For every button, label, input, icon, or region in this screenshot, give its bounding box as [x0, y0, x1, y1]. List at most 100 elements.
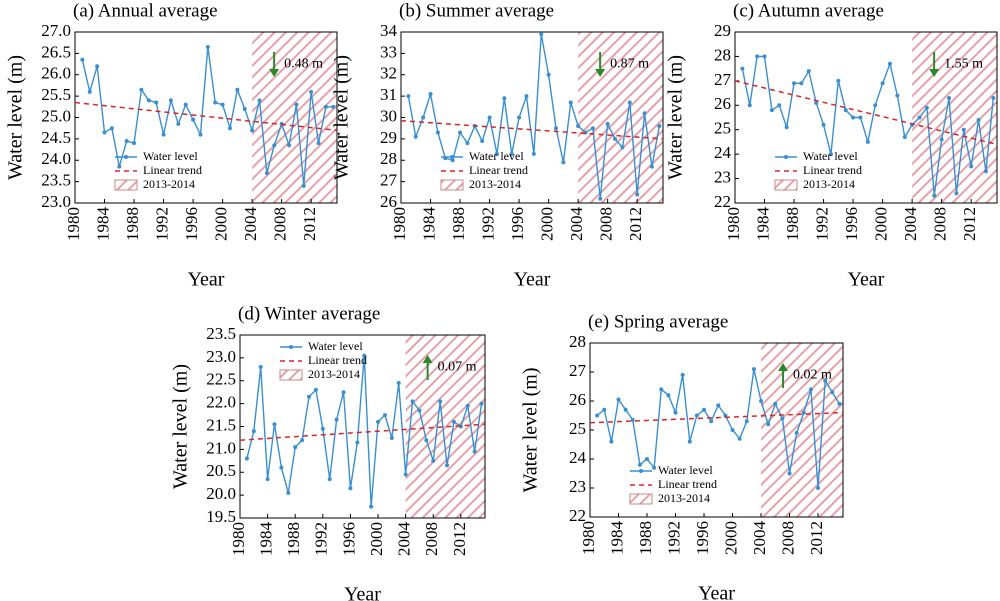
x-tick-label: 1984: [753, 207, 772, 242]
data-point: [740, 66, 745, 71]
data-point: [887, 61, 892, 66]
y-tick-label: 28: [714, 45, 731, 64]
x-tick-label: 1984: [607, 521, 626, 556]
x-tick-label: 2000: [538, 207, 557, 241]
data-point: [806, 69, 811, 74]
x-tick-label: 1988: [449, 207, 468, 241]
shaded-period: [405, 335, 485, 518]
legend-swatch: [774, 179, 798, 191]
data-point: [213, 100, 218, 105]
y-tick-label: 20.5: [206, 461, 236, 480]
legend-label: Linear trend: [803, 163, 862, 177]
y-tick-label: 30: [380, 106, 397, 125]
y-tick-label: 23: [569, 477, 586, 496]
annotation: 0.87 m: [610, 57, 649, 72]
data-point: [176, 121, 181, 126]
x-tick-label: 1992: [664, 521, 683, 555]
x-tick-label: 2000: [212, 207, 231, 241]
data-point: [309, 89, 314, 94]
annotation: 0.02 m: [793, 368, 832, 383]
data-point: [362, 353, 367, 358]
data-point: [635, 192, 640, 197]
data-point: [205, 44, 210, 49]
y-axis-label: Water level (m): [170, 364, 192, 489]
x-tick-label: 1992: [152, 207, 171, 241]
data-point: [680, 372, 685, 377]
data-point: [220, 102, 225, 107]
data-point: [642, 111, 647, 116]
data-point: [673, 410, 678, 415]
data-point: [279, 465, 284, 470]
y-tick-label: 25.0: [41, 106, 71, 125]
data-point: [300, 438, 305, 443]
data-point: [487, 115, 492, 120]
x-tick-label: 1980: [229, 522, 248, 556]
legend-label: Water level: [803, 149, 858, 163]
data-point: [780, 416, 785, 421]
data-point: [258, 365, 263, 370]
data-point: [652, 465, 657, 470]
data-point: [637, 462, 642, 467]
data-point: [369, 504, 374, 509]
data-point: [657, 124, 662, 129]
data-point: [666, 393, 671, 398]
chart-title: (c) Autumn average: [733, 0, 884, 21]
x-tick-label: 1984: [257, 522, 276, 557]
y-tick-label: 27: [380, 171, 398, 190]
data-point: [546, 72, 551, 77]
data-point: [623, 407, 628, 412]
data-point: [917, 115, 922, 120]
panel: 22 23 24 25 26 27 28 29 1980 1984 1988 1992 1996 2000…: [665, 0, 998, 291]
legend-label: 2013-2014: [803, 177, 855, 191]
data-point: [801, 410, 806, 415]
data-point: [265, 477, 270, 482]
data-point: [630, 417, 635, 422]
arrow-head: [778, 363, 789, 371]
legend-swatch: [629, 493, 653, 505]
x-tick-label: 2004: [750, 521, 769, 556]
legend-marker: [124, 155, 128, 159]
y-tick-label: 23.5: [41, 171, 71, 190]
x-tick-label: 1980: [579, 521, 598, 555]
y-tick-label: 22.5: [206, 370, 236, 389]
data-point: [837, 401, 842, 406]
y-tick-label: 27.0: [41, 21, 71, 40]
legend-label: 2013-2014: [658, 491, 710, 505]
data-point: [502, 96, 507, 101]
arrow-head: [422, 355, 433, 363]
y-tick-label: 23: [714, 167, 731, 186]
legend-label: Water level: [143, 149, 198, 163]
y-tick-label: 26.5: [41, 42, 71, 61]
data-point: [590, 126, 595, 131]
data-point: [830, 390, 835, 395]
data-point: [198, 132, 203, 137]
data-point: [272, 422, 277, 427]
trend-line: [239, 423, 486, 441]
data-point: [947, 95, 952, 100]
data-point: [307, 394, 312, 399]
y-tick-label: 22: [569, 506, 586, 525]
data-point: [983, 169, 988, 174]
data-point: [124, 139, 129, 144]
annotation: 0.07 m: [438, 360, 477, 375]
data-point: [865, 139, 870, 144]
y-tick-label: 26: [569, 390, 586, 409]
data-point: [183, 102, 188, 107]
data-point: [895, 93, 900, 98]
x-tick-label: 2004: [395, 522, 414, 557]
data-point: [517, 115, 522, 120]
data-point: [341, 390, 346, 395]
data-point: [687, 439, 692, 444]
x-tick-label: 1988: [123, 207, 142, 241]
legend-label: Water level: [308, 339, 363, 353]
y-tick-label: 29: [380, 128, 397, 147]
y-tick-label: 21.5: [206, 415, 236, 434]
chart-title: (e) Spring average: [588, 311, 728, 332]
data-point: [421, 115, 426, 120]
data-point: [244, 456, 249, 461]
data-point: [645, 457, 650, 461]
data-point: [553, 126, 558, 131]
y-tick-label: 24.0: [41, 149, 71, 168]
data-point: [902, 135, 907, 140]
data-point: [773, 401, 778, 406]
